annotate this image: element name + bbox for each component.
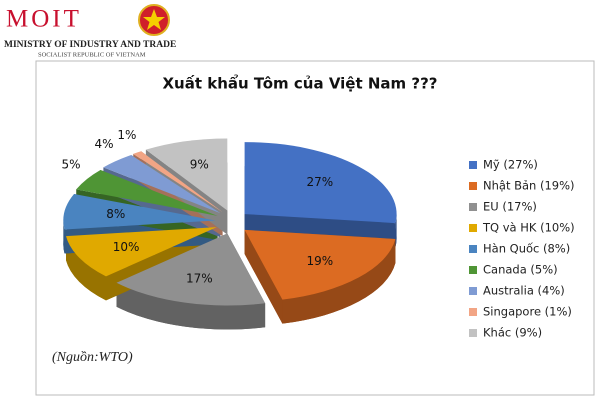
slice-label: 10% xyxy=(113,240,140,254)
slice-label: 4% xyxy=(94,137,113,151)
slice-side xyxy=(63,220,65,254)
slice xyxy=(63,193,216,230)
legend-swatch xyxy=(469,308,477,316)
slice-label: 5% xyxy=(61,157,80,171)
slice xyxy=(145,138,228,211)
slice-label: 9% xyxy=(190,157,209,171)
slice xyxy=(65,227,217,277)
legend-swatch xyxy=(469,182,477,190)
country-name: SOCIALIST REPUBLIC OF VIETNAM xyxy=(38,51,146,58)
legend-label: Australia (4%) xyxy=(483,284,565,298)
slice xyxy=(244,142,397,224)
legend-label: Singapore (1%) xyxy=(483,305,572,319)
slice xyxy=(133,151,223,213)
slice xyxy=(244,229,396,300)
legend-swatch xyxy=(469,203,477,211)
pie: 27% 19% 17% 10% 8% 5% 4% 1% 9% xyxy=(61,128,397,330)
legend-label: Canada (5%) xyxy=(483,263,558,277)
slice xyxy=(116,233,266,306)
chart-title: Xuất khẩu Tôm của Việt Nam ??? xyxy=(162,74,437,93)
slice-label: 17% xyxy=(186,272,213,286)
legend-label: EU (17%) xyxy=(483,200,537,214)
slice-label: 1% xyxy=(117,128,136,142)
slice xyxy=(103,155,221,214)
slice-label: 19% xyxy=(307,254,334,268)
legend-swatch xyxy=(469,224,477,232)
legend-swatch xyxy=(469,161,477,169)
legend-swatch xyxy=(469,266,477,274)
slice-side xyxy=(395,214,397,248)
legend-label: Nhật Bản (19%) xyxy=(483,179,575,193)
ministry-name: MINISTRY OF INDUSTRY AND TRADE xyxy=(4,40,176,50)
legend-label: Khác (9%) xyxy=(483,326,542,340)
logo-text: MOIT xyxy=(6,6,82,33)
legend-swatch xyxy=(469,245,477,253)
legend-swatch xyxy=(469,329,477,337)
slice-side xyxy=(65,236,106,301)
slice-side xyxy=(116,282,266,330)
slice-label: 27% xyxy=(307,175,334,189)
slice-cut xyxy=(244,229,283,324)
legend-label: TQ và HK (10%) xyxy=(482,221,575,235)
emblem xyxy=(138,4,170,36)
slice-side xyxy=(282,238,396,324)
legend-label: Mỹ (27%) xyxy=(483,158,538,172)
legend-label: Hàn Quốc (8%) xyxy=(483,242,570,256)
slice-label: 8% xyxy=(106,207,125,221)
source-note: (Nguồn:WTO) xyxy=(52,350,133,365)
slice xyxy=(76,169,218,216)
legend-swatch xyxy=(469,287,477,295)
